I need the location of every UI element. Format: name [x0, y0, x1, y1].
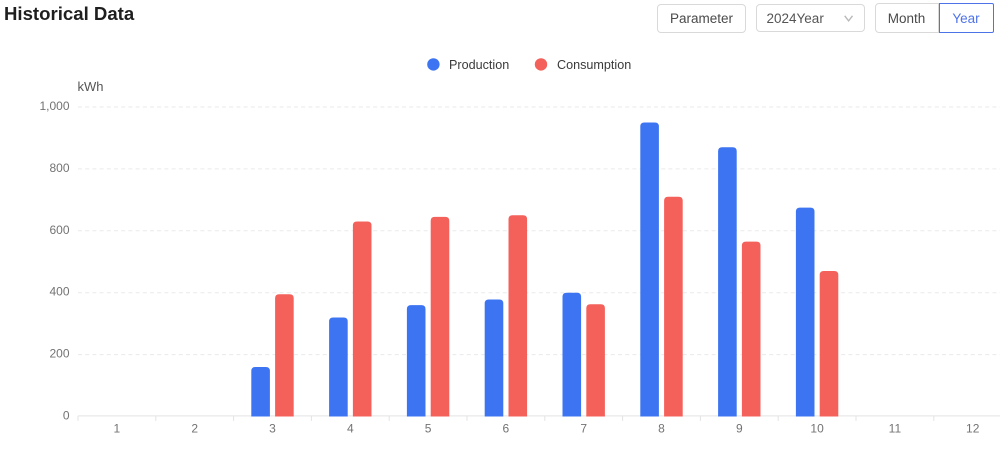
svg-text:kWh: kWh: [78, 79, 104, 94]
svg-text:8: 8: [658, 421, 665, 435]
svg-text:0: 0: [63, 409, 70, 423]
svg-text:12: 12: [966, 421, 980, 435]
svg-text:800: 800: [49, 161, 69, 175]
svg-text:11: 11: [889, 421, 902, 435]
svg-text:Production: Production: [449, 58, 509, 72]
svg-text:200: 200: [49, 347, 69, 361]
svg-text:5: 5: [425, 421, 432, 435]
svg-text:600: 600: [49, 223, 69, 237]
svg-text:Consumption: Consumption: [557, 58, 631, 72]
svg-text:9: 9: [736, 421, 743, 435]
svg-text:10: 10: [810, 421, 824, 435]
svg-text:400: 400: [49, 285, 69, 299]
svg-text:6: 6: [503, 421, 510, 435]
svg-text:1: 1: [114, 421, 121, 435]
svg-text:4: 4: [347, 421, 354, 435]
svg-text:2: 2: [191, 421, 198, 435]
svg-text:7: 7: [580, 421, 587, 435]
svg-text:1,000: 1,000: [39, 99, 69, 113]
svg-text:3: 3: [269, 421, 276, 435]
